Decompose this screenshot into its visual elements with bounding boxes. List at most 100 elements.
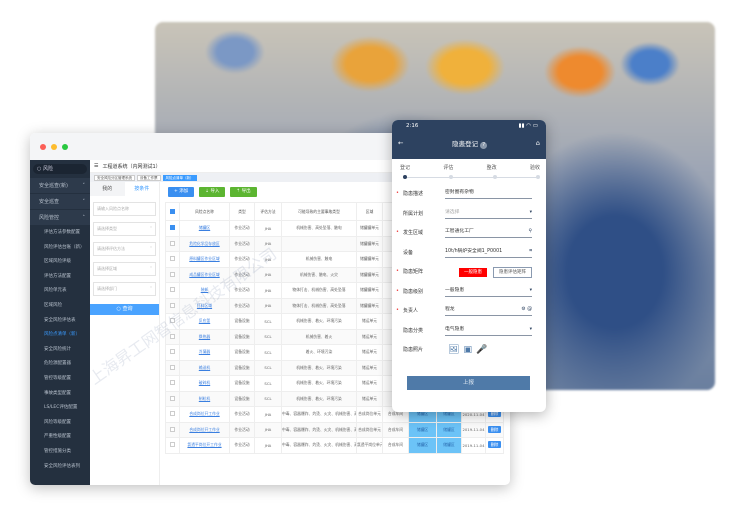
export-button[interactable]: ⇡ 导出 bbox=[230, 187, 257, 197]
sidebar-item[interactable]: 安全风险统计 bbox=[44, 346, 71, 352]
row-checkbox[interactable] bbox=[165, 220, 180, 237]
breadcrumb-tab[interactable]: 设备工作票 bbox=[137, 174, 161, 181]
field-input[interactable]: 10t/h锅炉安全阀1_P0001 ⌗ bbox=[445, 247, 532, 258]
risk-point-link[interactable]: 破碎机 bbox=[179, 375, 230, 392]
close-dot[interactable] bbox=[40, 143, 46, 150]
form-row-3: 设备 10t/h锅炉安全阀1_P0001 ⌗ bbox=[392, 243, 546, 263]
table-cell[interactable]: 删除 bbox=[485, 421, 504, 438]
sidebar-item[interactable]: 管控等级配置 bbox=[44, 375, 71, 381]
row-checkbox[interactable] bbox=[165, 437, 180, 454]
row-checkbox[interactable] bbox=[165, 297, 180, 314]
delete-button[interactable]: 删除 bbox=[487, 410, 502, 418]
row-checkbox[interactable] bbox=[165, 375, 180, 392]
sidebar-item[interactable]: 严重性级配置 bbox=[44, 434, 71, 440]
filter-input[interactable]: 请选择类型 ˅ bbox=[93, 222, 156, 236]
row-checkbox[interactable] bbox=[165, 390, 180, 407]
minimize-dot[interactable] bbox=[51, 143, 57, 150]
sidebar-item[interactable]: 评估方法配置 bbox=[44, 273, 71, 279]
sidebar-group[interactable]: 安全巡查(新) ˅ bbox=[30, 178, 90, 194]
back-arrow-icon[interactable]: ← bbox=[398, 139, 404, 147]
sidebar-item[interactable]: 区域风险 bbox=[44, 302, 62, 308]
sidebar-item[interactable]: 事故类型配置 bbox=[44, 390, 71, 396]
row-checkbox[interactable] bbox=[165, 406, 180, 423]
risk-point-link[interactable]: 打料区域 bbox=[179, 297, 230, 314]
filter-input[interactable]: 请选择区域 ˅ bbox=[93, 262, 156, 276]
location-pin-icon[interactable]: ⚲ bbox=[528, 229, 532, 235]
row-checkbox[interactable] bbox=[165, 328, 180, 345]
sidebar-item[interactable]: 风险评估台账（新） bbox=[44, 244, 85, 250]
matrix-button[interactable]: 隐患评估矩阵 bbox=[493, 266, 532, 278]
chevron-down-icon[interactable]: ▾ bbox=[529, 326, 532, 332]
field-input[interactable]: 程龙 ⚙ @ bbox=[445, 305, 532, 317]
sidebar-item[interactable]: 危险源配置器 bbox=[44, 361, 71, 367]
filter-placeholder: 请选择区域 bbox=[97, 266, 117, 271]
row-checkbox[interactable] bbox=[165, 235, 180, 252]
filter-input[interactable]: 请选择评估方法 ˅ bbox=[93, 242, 156, 256]
field-input[interactable]: 工智通化工厂 ⚲ bbox=[445, 227, 532, 239]
menu-icon[interactable]: ☰ bbox=[94, 163, 99, 169]
risk-point-link[interactable]: 装卸 bbox=[179, 282, 230, 299]
add-photo-icon[interactable]: 🖼 bbox=[448, 344, 460, 355]
sidebar-search[interactable]: ○ 风险 bbox=[33, 164, 87, 174]
sidebar-item[interactable]: 风险点清单（新） bbox=[44, 332, 80, 338]
scan-icon[interactable]: ⌗ bbox=[529, 248, 532, 254]
sidebar-item[interactable]: 风险单元表 bbox=[44, 288, 67, 294]
sidebar-group[interactable]: 风险管控 ˄ bbox=[30, 210, 90, 226]
field-input[interactable]: 一般隐患 ▾ bbox=[445, 286, 532, 297]
maximize-dot[interactable] bbox=[62, 143, 68, 150]
tab-by-condition[interactable]: 按条件 bbox=[124, 182, 159, 196]
sidebar-group[interactable]: 安全巡查 ˅ bbox=[30, 194, 90, 210]
sidebar-item[interactable]: 管控措施分类 bbox=[44, 448, 71, 454]
risk-point-link[interactable]: 合成岗位开工作业 bbox=[179, 421, 230, 438]
sidebar-item[interactable]: 风险等级配置 bbox=[44, 419, 71, 425]
risk-point-link[interactable]: 反应釜 bbox=[179, 313, 230, 330]
row-checkbox[interactable] bbox=[165, 344, 180, 361]
filter-input[interactable]: 请选择部门 ˅ bbox=[93, 282, 156, 296]
tab-mine[interactable]: 我的 bbox=[90, 182, 125, 196]
field-input[interactable]: 请选择 ▾ bbox=[445, 208, 532, 219]
field-input[interactable]: 密封圈有杂物 bbox=[445, 188, 532, 200]
user-picker-icon[interactable]: ⚙ @ bbox=[521, 307, 532, 313]
sidebar-item[interactable]: 安全风险评估表列 bbox=[44, 463, 80, 469]
sidebar-item[interactable]: 安全风险评估表 bbox=[44, 317, 76, 323]
risk-point-link[interactable]: 成品罐区作业区域 bbox=[179, 266, 230, 283]
chevron-down-icon[interactable]: ▾ bbox=[529, 287, 532, 293]
risk-point-link[interactable]: 合成岗位开工作业 bbox=[179, 406, 230, 423]
home-icon[interactable]: ⌂ bbox=[535, 139, 540, 147]
select-all-checkbox[interactable] bbox=[165, 202, 180, 221]
submit-button[interactable]: 上报 bbox=[407, 376, 530, 390]
add-button[interactable]: + 添加 bbox=[168, 187, 195, 197]
risk-point-link[interactable]: 冷凝器 bbox=[179, 344, 230, 361]
table-cell[interactable]: 删除 bbox=[485, 437, 504, 454]
help-icon[interactable]: ? bbox=[480, 141, 488, 149]
chevron-down-icon[interactable]: ▾ bbox=[529, 209, 532, 215]
breadcrumb-tab[interactable]: 风险点清单（新） bbox=[162, 174, 197, 181]
risk-point-link[interactable]: 换热器 bbox=[179, 328, 230, 345]
row-checkbox[interactable] bbox=[165, 359, 180, 376]
risk-point-link[interactable]: 危险化学品存放区 bbox=[179, 235, 230, 252]
sidebar-item[interactable]: 评估方法参数配置 bbox=[44, 230, 80, 235]
delete-button[interactable]: 删除 bbox=[487, 441, 502, 449]
sidebar-item[interactable]: 区域风险评级 bbox=[44, 259, 71, 265]
row-checkbox[interactable] bbox=[165, 313, 180, 330]
voice-record-icon[interactable]: 🎤 bbox=[475, 344, 488, 355]
risk-point-link[interactable]: 输送机 bbox=[179, 359, 230, 376]
breadcrumb-tab[interactable]: 安全风险分区管理系统 bbox=[94, 174, 135, 181]
filter-input[interactable]: 请输入风险点名称 bbox=[93, 202, 156, 216]
row-checkbox[interactable] bbox=[165, 282, 180, 299]
sidebar-item[interactable]: LS/LEC评估配置 bbox=[44, 405, 78, 411]
row-checkbox[interactable] bbox=[165, 251, 180, 268]
field-input[interactable]: 电气隐患 ▾ bbox=[445, 325, 532, 336]
risk-point-link[interactable]: 制粒机 bbox=[179, 390, 230, 407]
add-video-icon[interactable]: ▣ bbox=[463, 344, 472, 355]
row-checkbox[interactable] bbox=[165, 421, 180, 438]
risk-point-link[interactable]: 氯透平岗位开工作业 bbox=[179, 437, 230, 454]
query-button[interactable]: ○ 查询 bbox=[90, 304, 159, 315]
row-checkbox[interactable] bbox=[165, 266, 180, 283]
step-progress bbox=[403, 175, 540, 179]
risk-point-link[interactable]: 原料罐区作业区域 bbox=[179, 251, 230, 268]
risk-point-link[interactable]: 储罐区 bbox=[179, 220, 230, 237]
import-button[interactable]: ⇣ 导入 bbox=[199, 187, 226, 197]
delete-button[interactable]: 删除 bbox=[487, 425, 502, 433]
